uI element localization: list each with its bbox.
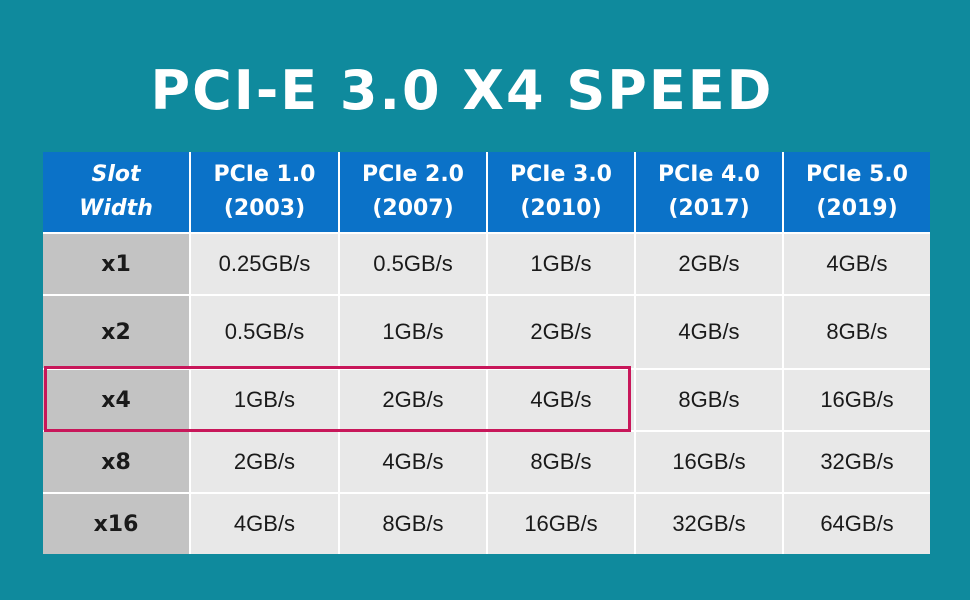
- header-line: (2010): [520, 196, 602, 221]
- speed-cell: 2GB/s: [191, 432, 338, 492]
- speed-cell: 16GB/s: [636, 432, 782, 492]
- speed-cell: 4GB/s: [340, 432, 486, 492]
- speed-cell: 2GB/s: [636, 234, 782, 294]
- header-line: (2003): [223, 196, 306, 221]
- header-line: (2007): [372, 196, 454, 221]
- header-line: (2017): [668, 196, 750, 221]
- speed-cell: 4GB/s: [191, 494, 338, 554]
- speed-cell: 8GB/s: [488, 432, 634, 492]
- header-line: PCIe 2.0: [361, 162, 464, 187]
- header-line: PCIe 3.0: [509, 162, 612, 187]
- speed-cell: 4GB/s: [488, 370, 634, 430]
- speed-cell: 1GB/s: [191, 370, 338, 430]
- header-line: (2019): [816, 196, 898, 221]
- header-pcie-5: PCIe 5.0 (2019): [784, 152, 930, 232]
- speed-cell: 4GB/s: [784, 234, 930, 294]
- speed-cell: 64GB/s: [784, 494, 930, 554]
- header-pcie-4: PCIe 4.0 (2017): [636, 152, 782, 232]
- header-pcie-1: PCIe 1.0 (2003): [191, 152, 338, 232]
- row-header-x16: x16: [43, 494, 189, 554]
- speed-cell: 0.5GB/s: [191, 296, 338, 368]
- speed-cell: 8GB/s: [636, 370, 782, 430]
- row-header-x2: x2: [43, 296, 189, 368]
- speed-cell: 32GB/s: [784, 432, 930, 492]
- speed-cell: 8GB/s: [784, 296, 930, 368]
- speed-cell: 4GB/s: [636, 296, 782, 368]
- header-pcie-2: PCIe 2.0 (2007): [340, 152, 486, 232]
- speed-cell: 0.25GB/s: [191, 234, 338, 294]
- row-header-x4: x4: [43, 370, 189, 430]
- speed-cell: 1GB/s: [340, 296, 486, 368]
- header-slot-width: Slot Width: [43, 152, 189, 232]
- speed-cell: 2GB/s: [488, 296, 634, 368]
- speed-cell: 16GB/s: [784, 370, 930, 430]
- header-line: Width: [79, 196, 153, 221]
- pcie-speed-table: Slot Width PCIe 1.0 (2003) PCIe 2.0 (2007) PCI…: [43, 152, 930, 554]
- header-line: PCIe 5.0: [805, 162, 908, 187]
- header-line: Slot: [91, 162, 141, 187]
- header-line: PCIe 4.0: [657, 162, 760, 187]
- speed-cell: 8GB/s: [340, 494, 486, 554]
- row-header-x8: x8: [43, 432, 189, 492]
- speed-cell: 32GB/s: [636, 494, 782, 554]
- header-pcie-3: PCIe 3.0 (2010): [488, 152, 634, 232]
- row-header-x1: x1: [43, 234, 189, 294]
- speed-cell: 16GB/s: [488, 494, 634, 554]
- speed-cell: 2GB/s: [340, 370, 486, 430]
- speed-cell: 1GB/s: [488, 234, 634, 294]
- header-line: PCIe 1.0: [213, 162, 316, 187]
- speed-cell: 0.5GB/s: [340, 234, 486, 294]
- page-title: PCI-E 3.0 X4 SPEED: [150, 59, 774, 122]
